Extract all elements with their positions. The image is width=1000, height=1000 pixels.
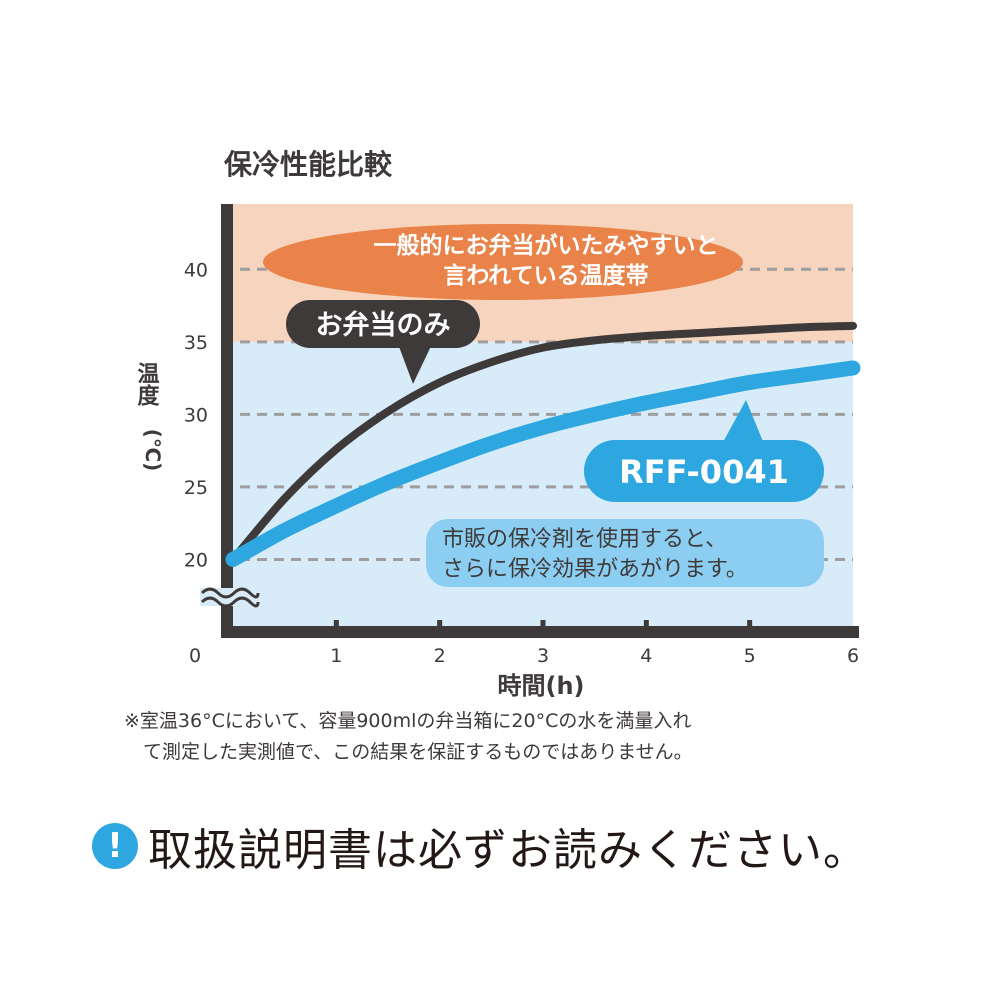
product-label: RFF-0041 — [619, 453, 789, 491]
exclamation-icon: ! — [92, 823, 138, 869]
footnote-line-2: て測定した実測値で、この結果を保証するものではありません。 — [124, 741, 693, 763]
axis-break-mark — [200, 587, 260, 599]
x-axis-label: 時間(h) — [497, 672, 584, 700]
chart-title: 保冷性能比較 — [224, 148, 393, 181]
lunch-only-bubble — [286, 300, 480, 348]
x-tick-label: 4 — [640, 645, 652, 667]
effect-line-1: 市販の保冷剤を使用すると、 — [442, 527, 727, 552]
y-tick-label: 35 — [184, 332, 208, 354]
footnote: ※室温36°Cにおいて、容量900mlの弁当箱に20°Cの水を満量入れ て測定し… — [124, 706, 924, 768]
product-bubble — [584, 440, 824, 502]
x-tick-label: 2 — [434, 645, 446, 667]
zone-bubble-line-1: 一般的にお弁当がいたみやすいと — [374, 232, 719, 259]
x-tick-label: 0 — [189, 645, 201, 667]
series-line-1 — [229, 321, 857, 564]
y-axis-label-main: 温度 — [134, 362, 160, 407]
y-tick-label: 30 — [184, 404, 208, 426]
y-tick-label: 40 — [184, 259, 208, 281]
series-line-2 — [225, 360, 861, 567]
zone-bubble-line-2: 言われている温度帯 — [443, 262, 648, 289]
axis-break-mark — [200, 596, 260, 608]
product-pointer — [722, 400, 764, 444]
x-tick-label: 5 — [744, 645, 756, 667]
x-tick-label: 3 — [537, 645, 549, 667]
zone-bubble — [263, 224, 743, 300]
effect-line-2: さらに保冷効果があがります。 — [442, 557, 748, 582]
x-tick-label: 1 — [330, 645, 342, 667]
lunch-only-label: お弁当のみ — [316, 310, 451, 341]
axes — [200, 204, 859, 638]
y-axis-label-unit: (℃) — [141, 429, 165, 472]
footnote-line-1: ※室温36°Cにおいて、容量900mlの弁当箱に20°Cの水を満量入れ — [124, 710, 692, 732]
effect-bubble — [426, 519, 824, 587]
manual-notice: ! 取扱説明書は必ずお読みください。 — [92, 814, 868, 878]
lunch-only-pointer — [398, 344, 432, 384]
y-tick-label: 20 — [184, 549, 208, 571]
y-tick-label: 25 — [184, 477, 208, 499]
x-tick-label: 6 — [847, 645, 859, 667]
series-lines — [225, 321, 861, 567]
manual-notice-text: 取扱説明書は必ずお読みください。 — [148, 825, 868, 876]
